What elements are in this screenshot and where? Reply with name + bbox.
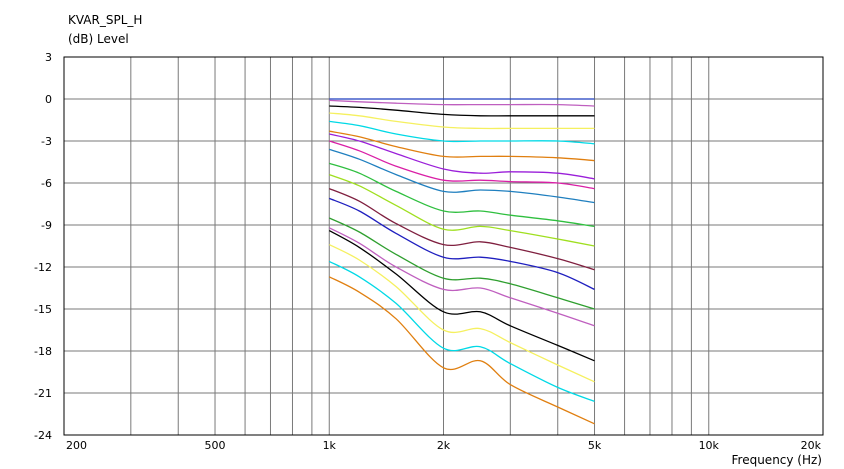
x-tick-label: 2k [437, 439, 451, 452]
series-line-6 [329, 130, 595, 162]
series-line-9 [329, 148, 595, 204]
y-tick-label: -3 [41, 135, 52, 148]
x-axis-label: Frequency (Hz) [731, 453, 823, 467]
y-tick-label: -24 [34, 429, 52, 442]
y-tick-label: 3 [45, 51, 52, 64]
series-line-16 [328, 230, 595, 362]
series-group [328, 98, 595, 425]
x-tick-label: 10k [699, 439, 720, 452]
series-line-2 [329, 99, 595, 107]
y-tick-label: 0 [45, 93, 52, 106]
series-line-13 [329, 197, 595, 290]
x-tick-labels: 200 500 1k 2k 5k 10k 20k [66, 439, 822, 452]
x-tick-label: 1k [323, 439, 337, 452]
x-tick-label: 200 [66, 439, 87, 452]
y-tick-label: -6 [41, 177, 52, 190]
chart-title: KVAR_SPL_H [68, 13, 143, 27]
series-line-19 [329, 276, 595, 425]
y-axis-label: (dB) Level [68, 32, 129, 46]
series-line-17 [329, 244, 595, 383]
series-line-15 [329, 227, 595, 327]
x-tick-label: 20k [801, 439, 822, 452]
series-line-11 [329, 173, 595, 247]
series-line-14 [329, 217, 595, 310]
y-tick-label: -18 [34, 345, 52, 358]
x-tick-label: 500 [205, 439, 226, 452]
series-line-7 [329, 133, 595, 180]
series-line-3 [329, 105, 595, 117]
series-line-18 [329, 260, 595, 403]
series-line-8 [329, 140, 595, 190]
y-tick-label: -12 [34, 261, 52, 274]
y-tick-labels: 3 0 -3 -6 -9 -12 -15 -18 -21 -24 [34, 51, 52, 442]
y-tick-label: -9 [41, 219, 52, 232]
series-line-4 [329, 112, 595, 130]
plot-frame [63, 56, 824, 436]
series-line-12 [329, 188, 595, 271]
series-line-10 [329, 162, 595, 228]
grid [64, 56, 823, 436]
series-line-5 [329, 120, 595, 145]
y-tick-label: -15 [34, 303, 52, 316]
y-tick-label: -21 [34, 387, 52, 400]
x-tick-label: 5k [588, 439, 602, 452]
